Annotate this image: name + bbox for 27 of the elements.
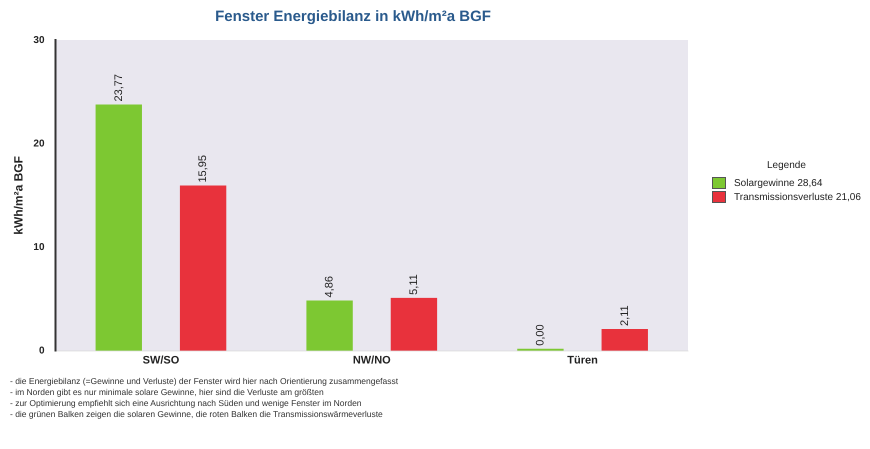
- data-label: 15,95: [197, 155, 210, 183]
- data-label: 5,11: [408, 274, 420, 295]
- legend-label: Transmissionsverluste 21,06: [734, 192, 861, 202]
- data-label: 2,11: [618, 305, 631, 326]
- x-tick-label: Türen: [567, 354, 598, 366]
- y-axis-title: kWh/m²a BGF: [12, 156, 26, 235]
- x-tick-label: SW/SO: [142, 354, 180, 366]
- y-tick-label: 0: [38, 346, 45, 357]
- legend-title: Legende: [766, 160, 807, 171]
- y-tick-label: 20: [33, 138, 45, 150]
- text: - die grünen Balken zeigen die solaren Gewinne, die roten Balken die Transmissionswärmeverluste: [10, 409, 384, 420]
- data-label: 23,77: [112, 74, 125, 102]
- chart-title: Fenster Energiebilanz in kWh/m²a BGF: [214, 8, 492, 27]
- bar: [96, 104, 142, 351]
- data-label: 0,00: [534, 324, 546, 346]
- bar: [602, 328, 648, 351]
- text: - im Norden gibt es nur minimale solare Gewinne, hier sind die Verluste am größten: [10, 387, 325, 398]
- data-label: 4,86: [324, 276, 336, 298]
- y-tick-label: 10: [33, 242, 45, 253]
- text: - zur Optimierung empfiehlt sich eine Ausrichtung nach Süden und wenige Fenster im Norden: [10, 398, 363, 409]
- bar: [180, 186, 226, 351]
- bar: [390, 298, 438, 351]
- bar: [306, 300, 353, 351]
- legend-label: Solargewinne 28,64: [734, 178, 822, 188]
- y-tick-label: 30: [33, 34, 45, 46]
- text: - die Energiebilanz (=Gewinne und Verluste) der Fenster wird hier nach Orientierung zusammengefasst: [10, 376, 400, 387]
- x-tick-label: NW/NO: [352, 354, 392, 366]
